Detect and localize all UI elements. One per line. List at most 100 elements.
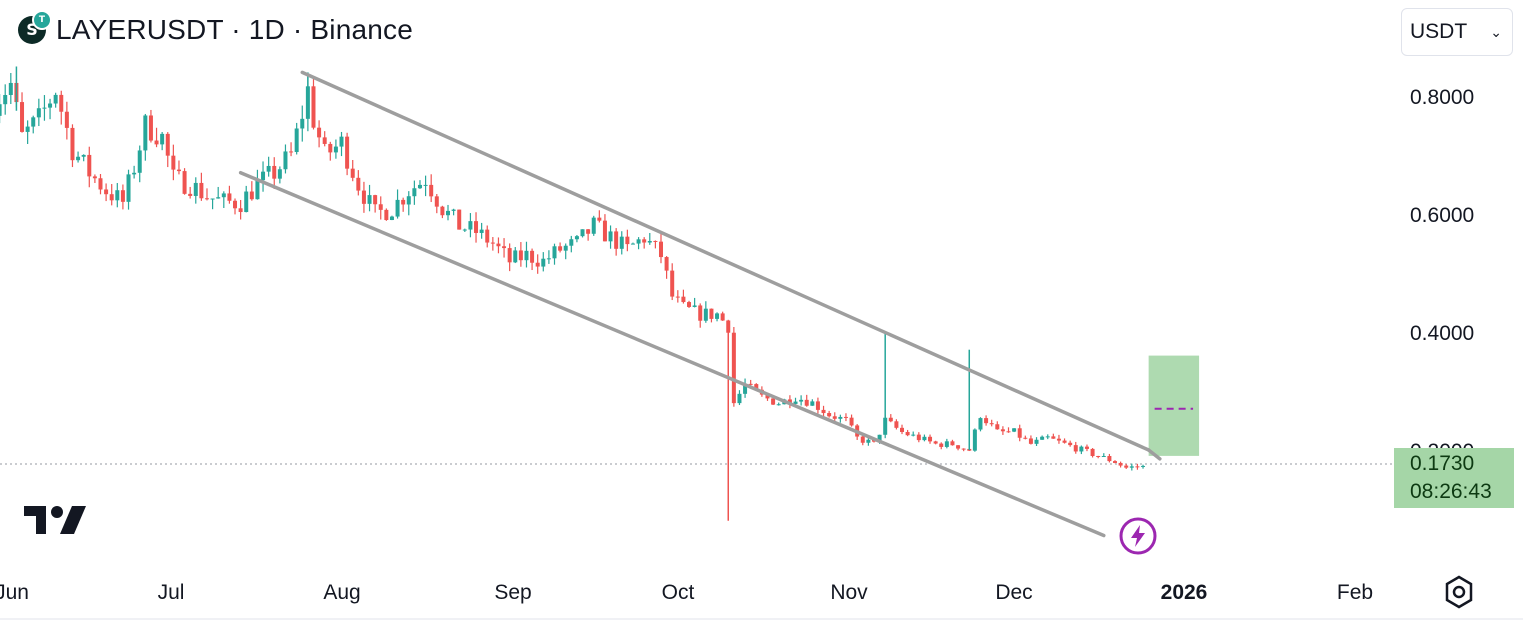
candle-body (48, 103, 53, 108)
time-tick-label: Aug (323, 581, 360, 604)
candle-body (905, 431, 910, 436)
candle-body (972, 429, 977, 451)
candle-body (1141, 465, 1146, 467)
candle-countdown: 08:26:43 (1410, 480, 1492, 503)
candle-body (1118, 462, 1123, 466)
time-tick-label: Jul (158, 581, 185, 604)
candle-body (160, 133, 165, 145)
candle-body (389, 216, 394, 221)
candle-body (216, 197, 221, 199)
candle-body (586, 229, 591, 234)
candle-body (821, 409, 826, 414)
candle-body (944, 441, 949, 447)
candle-body (165, 133, 170, 156)
candle-body (451, 209, 456, 211)
candle-body (468, 221, 473, 230)
candle-body (995, 424, 1000, 430)
candle-body (457, 209, 462, 230)
candle-body (20, 102, 25, 132)
candle-body (860, 436, 865, 443)
candle-body (1000, 429, 1005, 432)
candle-body (462, 229, 467, 231)
candle-body (98, 178, 103, 190)
candle-body (591, 217, 596, 234)
time-axis[interactable]: Jun Jul Aug Sep Oct Nov Dec 2026 Feb (0, 581, 1373, 604)
candle-body (888, 417, 893, 422)
candle-body (115, 190, 120, 201)
candle-body (563, 245, 568, 251)
candle-body (249, 191, 254, 200)
settings-hexagon-icon[interactable] (1443, 574, 1475, 610)
channel-upper-line (300, 70, 1151, 452)
candle-body (272, 165, 277, 179)
candle-body (1040, 436, 1045, 440)
candle-body (221, 193, 226, 198)
candle-body (322, 137, 327, 144)
candle-body (148, 115, 153, 141)
currency-select[interactable]: USDT ⌄ (1401, 8, 1513, 56)
candle-body (619, 236, 624, 249)
candle-body (916, 434, 921, 441)
tradingview-logo-icon[interactable] (24, 504, 88, 536)
candle-body (479, 229, 484, 233)
candle-body (70, 127, 75, 161)
candle-body (928, 436, 933, 442)
candle-body (883, 417, 888, 435)
candle-body (417, 184, 422, 189)
candle-body (384, 209, 389, 221)
candle-body (485, 229, 490, 243)
candle-body (1113, 461, 1117, 463)
candle-body (132, 172, 137, 175)
candle-body (580, 229, 585, 237)
candle-body (261, 171, 266, 181)
candle-body (731, 332, 736, 404)
candle-body (474, 221, 479, 233)
candle-body (446, 210, 451, 216)
candle-body (373, 195, 378, 205)
candle-body (1073, 445, 1078, 452)
candle-body (64, 111, 69, 128)
candle-body (810, 401, 815, 406)
candle-body (227, 193, 232, 201)
candle-body (59, 94, 64, 112)
drawing-layer[interactable] (238, 70, 1200, 538)
candle-body (597, 217, 602, 221)
candle-body (244, 191, 249, 213)
candle-body (1090, 448, 1095, 456)
candle-body (361, 190, 366, 204)
candle-body (776, 404, 781, 406)
candle-body (636, 239, 641, 244)
time-tick-label: Dec (995, 581, 1032, 604)
candle-body (36, 108, 41, 118)
candle-body (832, 416, 837, 419)
candle-body (799, 399, 804, 402)
time-tick-label: Jun (0, 581, 29, 604)
target-zone-box (1148, 355, 1200, 456)
candle-body (289, 151, 294, 153)
candle-body (328, 143, 333, 153)
candle-body (171, 155, 176, 170)
candle-body (233, 200, 238, 209)
candle-body (541, 258, 546, 267)
candle-body (317, 127, 322, 138)
candle-body (703, 308, 708, 321)
candle-body (939, 443, 944, 447)
lightning-icon[interactable] (1119, 517, 1157, 555)
last-price-value: 0.1730 (1410, 452, 1475, 475)
candle-body (530, 250, 535, 263)
candle-body (1068, 442, 1073, 446)
candle-body (311, 86, 316, 128)
candle-body (109, 194, 114, 201)
candle-body (406, 196, 411, 205)
candle-body (429, 184, 434, 197)
price-tick-label: 0.8000 (1410, 86, 1474, 109)
candle-body (922, 436, 927, 441)
candle-body (933, 441, 938, 444)
candle-body (956, 445, 961, 449)
candle-body (698, 305, 703, 321)
candle-body (1017, 428, 1022, 438)
candle-body (647, 240, 652, 243)
